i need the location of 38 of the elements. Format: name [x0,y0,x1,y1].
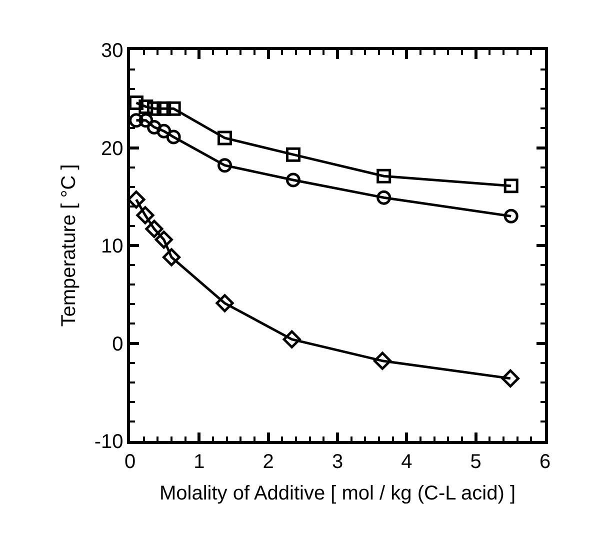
x-tick-label: 3 [332,450,344,473]
point [501,369,520,388]
point [166,130,181,144]
point [156,124,172,138]
x-axis-title: Molality of Additive [ mol / kg (C-L acid) ] [159,482,516,504]
x-tick-label: 2 [262,450,274,473]
y-tick-label: 30 [101,40,124,62]
point [282,330,301,348]
y-tick-label: -10 [94,431,124,453]
point [162,248,181,266]
point [504,178,518,194]
point [145,220,164,238]
point [156,101,172,116]
y-tick-label: 0 [112,333,124,356]
point [128,113,144,128]
point [216,294,234,312]
point [218,130,232,146]
point [286,147,300,162]
point [373,352,392,370]
x-tick-label: 5 [470,450,482,473]
x-tick-label: 6 [539,450,551,473]
point [218,158,232,173]
y-tick-label: 20 [101,138,124,160]
point [286,172,300,188]
point [376,168,392,184]
y-tick-label: 10 [101,236,124,258]
x-tick-label: 1 [194,450,205,473]
point [504,208,518,224]
y-axis-title: Temperature [ °C ] [58,164,80,327]
point [154,230,173,249]
x-tick-label: 4 [401,450,412,473]
point [166,101,181,116]
point [146,101,162,116]
point [138,99,154,114]
point [127,190,146,209]
point [128,96,144,110]
point [136,206,154,224]
point [376,190,392,205]
